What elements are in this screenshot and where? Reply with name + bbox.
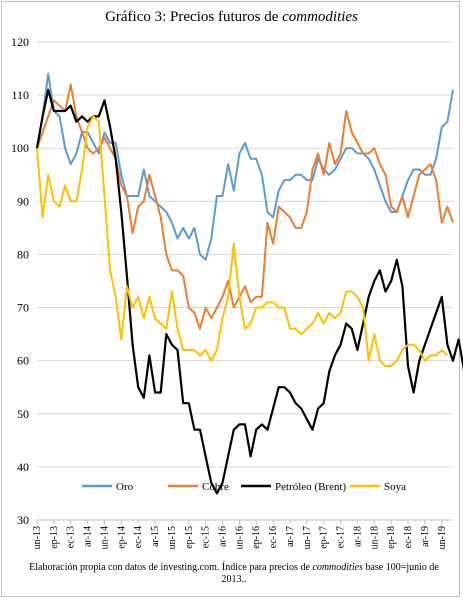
series-line: [36, 83, 454, 330]
y-tick-label: 30: [17, 513, 29, 527]
x-tick-label: un-15: [167, 526, 178, 549]
legend-entry: Cobre: [202, 481, 229, 493]
x-tick-label: ar-18: [352, 526, 363, 547]
x-tick-label: un-16: [234, 526, 245, 549]
x-axis: un-13 ep-13 ec-13 ar-14 un-14 ep-14 ec-14 ar-15…: [32, 519, 453, 549]
series-line: [36, 72, 454, 261]
series-line: [35, 88, 463, 495]
legend-entry: Soya: [384, 481, 406, 493]
source-note: Elaboración propia con datos de investin…: [29, 562, 439, 585]
y-tick-label: 60: [17, 354, 29, 368]
x-tick-label: un-13: [32, 526, 43, 549]
x-tick-label: ep-14: [116, 526, 127, 549]
x-tick-label: ep-16: [251, 526, 262, 549]
x-tick-label: ec-18: [403, 526, 414, 548]
x-tick-label: ec-14: [133, 526, 144, 548]
y-tick-label: 100: [11, 141, 29, 155]
x-tick-label: ar-17: [285, 526, 296, 547]
x-tick-label: ec-13: [66, 526, 77, 548]
y-tick-label: 50: [17, 407, 29, 421]
y-tick-label: 90: [17, 194, 29, 208]
x-tick-label: un-14: [99, 526, 110, 549]
series-line: [36, 115, 449, 367]
chart-title: Gráfico 3: Precios futuros de commoditie…: [105, 9, 358, 25]
x-tick-label: ar-15: [150, 526, 161, 547]
legend: Oro Cobre Petróleo (Brent) Soya: [82, 481, 406, 493]
y-tick-label: 120: [11, 35, 29, 49]
x-tick-label: ep-15: [184, 526, 195, 549]
x-tick-label: un-18: [369, 526, 380, 549]
y-tick-label: 80: [17, 247, 29, 261]
series-lines: [35, 72, 463, 495]
x-tick-label: ar-19: [420, 526, 431, 547]
y-tick-label: 70: [17, 301, 29, 315]
x-tick-label: un-17: [302, 526, 313, 549]
x-tick-label: ec-17: [336, 526, 347, 548]
legend-entry: Oro: [116, 481, 134, 493]
x-tick-label: ec-16: [268, 526, 279, 548]
x-tick-label: ep-13: [49, 526, 60, 549]
x-tick-label: ep-18: [386, 526, 397, 549]
x-tick-label: un-19: [437, 526, 448, 549]
y-tick-label: 40: [17, 460, 29, 474]
x-tick-label: ar-14: [83, 526, 94, 547]
y-tick-label: 110: [11, 88, 29, 102]
x-tick-label: ep-17: [319, 526, 330, 549]
x-tick-label: ar-16: [218, 526, 229, 547]
y-axis-ticks: 30 40 50 60 70 80 90 100 110 120: [11, 35, 29, 527]
x-tick-label: ec-15: [201, 526, 212, 548]
legend-entry: Petróleo (Brent): [275, 481, 347, 493]
